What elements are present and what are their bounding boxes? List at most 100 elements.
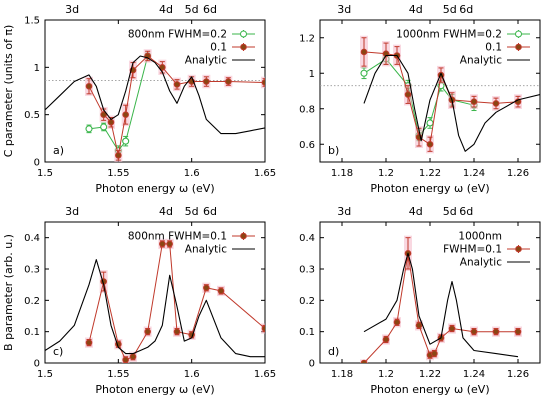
x-axis-title: Photon energy ω (eV) (95, 383, 214, 396)
data-point (261, 325, 265, 332)
y-tick-label: 0.3 (299, 265, 315, 276)
legend-label: 800nm FWHM=0.1 (128, 231, 227, 243)
x-tick-label: 1.6 (184, 369, 200, 380)
data-point (426, 119, 434, 127)
x-tick-label: 1.65 (254, 168, 276, 179)
y-tick-label: 0 (34, 158, 40, 169)
data-point (225, 78, 232, 85)
data-point (85, 82, 93, 90)
data-point (470, 98, 478, 105)
panel-tag: a) (53, 144, 64, 157)
series-1 (85, 49, 265, 162)
analytic-curve (363, 54, 540, 152)
legend-marker (515, 30, 522, 38)
x-tick-label: 1.22 (419, 168, 441, 179)
y-tick-label: 0.4 (299, 233, 315, 244)
y-axis-title: C parameter (units of π) (2, 25, 15, 158)
data-point (85, 125, 93, 133)
top-state-label: 3d (337, 3, 351, 16)
data-point (173, 328, 181, 335)
data-point (173, 81, 181, 88)
data-point (122, 137, 130, 145)
legend-label: 0.1 (485, 42, 502, 54)
data-point (100, 111, 107, 118)
data-point (203, 78, 210, 85)
y-axis-title: B parameter (arb. u.) (2, 234, 15, 351)
data-point (122, 356, 129, 363)
chart-panel-2: 1.18 1.2 1.22 1.24 1.26 0.6 0.8 1 1.2 3d 4d 5d 6d Pho… (299, 3, 541, 195)
series-line (88, 55, 265, 156)
top-state-label: 5d (443, 3, 457, 16)
x-tick-label: 1.5 (37, 369, 53, 380)
x-tick-label: 1.18 (331, 168, 353, 179)
y-tick-label: 1 (34, 63, 40, 74)
x-tick-label: 1.5 (37, 168, 53, 179)
legend-label: 800nm FWHM=0.2 (128, 29, 227, 41)
plot-area (360, 235, 522, 363)
panel-tag: c) (53, 345, 63, 358)
x-tick-label: 1.26 (507, 168, 529, 179)
analytic-curve (45, 55, 265, 135)
y-tick-label: 0.5 (24, 110, 40, 121)
legend-marker (515, 245, 522, 253)
x-axis-title: Photon energy ω (eV) (370, 182, 489, 195)
top-state-label: 6d (459, 205, 473, 218)
chart-panel-3: 1.5 1.55 1.6 1.65 0 0.1 0.2 0.3 0.4 3d 4d 5d 6d Photo… (2, 205, 276, 396)
data-point (448, 325, 456, 332)
x-tick-label: 1.26 (507, 369, 529, 380)
x-tick-label: 1.55 (107, 369, 129, 380)
analytic-curve (363, 252, 519, 358)
data-point (492, 100, 500, 107)
top-state-label: 6d (203, 205, 217, 218)
data-point (85, 339, 93, 346)
legend-label: 1000nm (458, 231, 502, 243)
y-tick-label: 0.3 (24, 265, 40, 276)
x-tick-label: 1.6 (184, 168, 200, 179)
top-state-label: 4d (159, 3, 173, 16)
legend-label: Analytic (185, 55, 227, 67)
top-state-label: 4d (159, 205, 173, 218)
data-point (426, 140, 434, 148)
y-tick-label: 0.2 (24, 296, 40, 307)
data-point (360, 69, 368, 77)
panel-tag: b) (328, 144, 339, 157)
legend-marker (240, 30, 247, 38)
y-tick-label: 0.1 (299, 327, 315, 338)
data-point (492, 328, 500, 335)
top-state-label: 3d (65, 3, 79, 16)
legend-marker (515, 43, 522, 51)
legend-label: Analytic (185, 244, 227, 256)
top-state-label: 5d (443, 205, 457, 218)
y-tick-label: 0.6 (299, 140, 315, 151)
data-point (159, 240, 166, 248)
y-tick-label: 0.2 (299, 296, 315, 307)
top-state-label: 3d (337, 205, 351, 218)
data-point (431, 350, 438, 357)
legend-label: Analytic (460, 55, 502, 67)
x-tick-label: 1.2 (378, 369, 394, 380)
x-tick-label: 1.24 (463, 168, 485, 179)
data-point (203, 284, 210, 292)
series-line (363, 58, 475, 136)
data-point (159, 64, 166, 71)
series-0 (85, 52, 152, 156)
x-axis-title: Photon energy ω (eV) (370, 383, 489, 396)
data-point (470, 328, 478, 335)
top-state-label: 5d (185, 205, 199, 218)
legend-label: Analytic (460, 257, 502, 269)
chart-panel-4: 1.18 1.2 1.22 1.24 1.26 0 0.1 0.2 0.3 0.4 3d 4d 5d 6d… (299, 205, 541, 396)
data-point (217, 287, 225, 295)
x-axis-title: Photon energy ω (eV) (95, 182, 214, 195)
legend-marker (240, 43, 247, 51)
data-point (129, 353, 137, 361)
data-point (115, 152, 122, 159)
data-point (360, 48, 368, 56)
legend-label: 0.1 (210, 42, 227, 54)
top-state-label: 5d (185, 3, 199, 16)
data-point (166, 240, 173, 248)
data-point (360, 359, 368, 363)
